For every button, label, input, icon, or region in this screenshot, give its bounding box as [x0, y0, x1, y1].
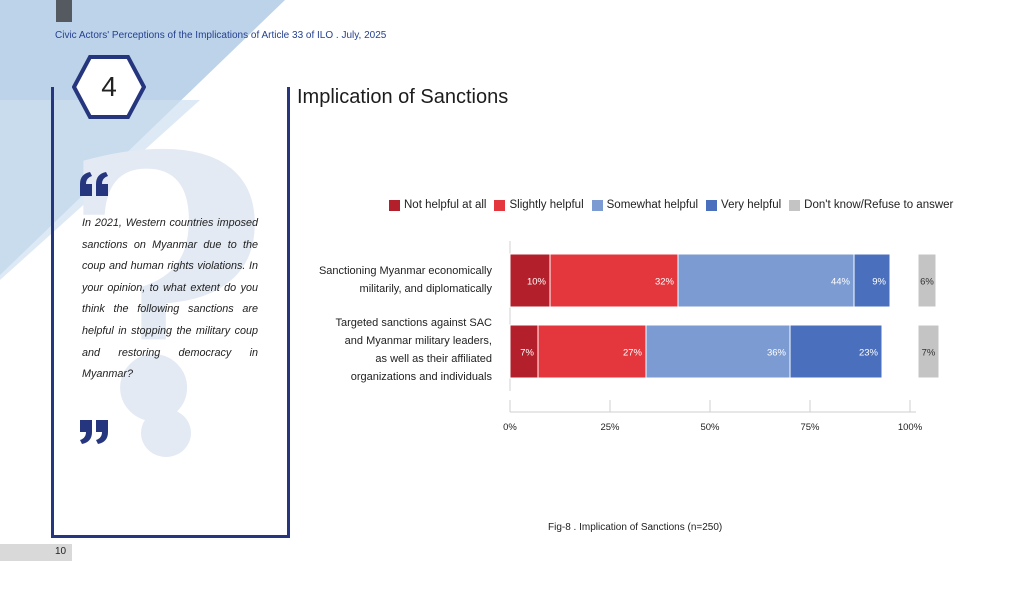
bar-data-label: 10%	[527, 277, 547, 288]
page-number-bar	[0, 544, 72, 561]
bar-segment	[789, 324, 883, 379]
top-tab-marker	[56, 0, 72, 22]
figure-caption: Fig-8 . Implication of Sanctions (n=250)	[548, 522, 723, 533]
legend-label: Somewhat helpful	[606, 199, 699, 211]
bar-data-label: 7%	[922, 348, 936, 359]
bar-segment	[509, 253, 551, 308]
bar-segment	[853, 253, 891, 308]
bar-data-label: 9%	[872, 277, 886, 288]
bar-data-label: 7%	[520, 348, 534, 359]
legend-item: Not helpful at all	[389, 199, 486, 211]
legend-swatch	[389, 199, 400, 211]
category-label-line: Sanctioning Myanmar economically	[318, 265, 492, 277]
legend-item: Somewhat helpful	[591, 199, 699, 211]
category-label-line: militarily, and diplomatically	[359, 283, 492, 295]
category-label-line: organizations and individuals	[350, 371, 492, 383]
bar-segment	[537, 324, 647, 379]
bar-data-label: 6%	[920, 277, 934, 288]
bar-data-label: 44%	[831, 277, 851, 288]
bar-segment	[549, 253, 679, 308]
legend-swatch	[789, 199, 801, 211]
legend-swatch	[706, 199, 718, 211]
running-header: Civic Actors' Perceptions of the Implica…	[55, 30, 387, 41]
bar-segment	[645, 324, 791, 379]
legend-swatch	[591, 199, 603, 211]
section-number-badge: 4	[71, 55, 147, 119]
legend-label: Don't know/Refuse to answer	[804, 199, 954, 211]
page-number: 10	[55, 546, 67, 557]
open-quote-icon	[80, 172, 108, 196]
bar-segment	[917, 324, 940, 379]
bar-data-label: 32%	[655, 277, 675, 288]
section-number: 4	[101, 71, 117, 102]
x-tick-label: 100%	[898, 422, 923, 433]
category-label-line: Targeted sanctions against SAC	[335, 317, 492, 329]
legend-label: Slightly helpful	[509, 199, 584, 211]
category-label-line: as well as their affiliated	[375, 353, 492, 365]
category-label-line: and Myanmar military leaders,	[344, 335, 492, 347]
bar-segment	[917, 253, 937, 308]
x-tick-label: 0%	[503, 422, 517, 433]
page-title: Implication of Sanctions	[297, 86, 509, 108]
legend-swatch	[494, 199, 506, 211]
legend-item: Slightly helpful	[494, 199, 584, 211]
question-text: In 2021, Western countries imposed sanct…	[82, 217, 258, 381]
bar-data-label: 27%	[623, 348, 643, 359]
legend-item: Don't know/Refuse to answer	[789, 199, 953, 211]
category-label: Targeted sanctions against SAC and Myanma…	[292, 314, 492, 386]
question-mark-dot-icon	[141, 409, 191, 457]
legend-item: Very helpful	[706, 199, 781, 211]
quote-frame	[51, 87, 290, 538]
legend-label: Very helpful	[721, 199, 782, 211]
x-tick-label: 75%	[800, 422, 820, 433]
hexagon-icon	[71, 55, 147, 119]
bar-segment	[677, 253, 855, 308]
x-tick-label: 25%	[600, 422, 620, 433]
bar-segment	[509, 324, 539, 379]
legend-label: Not helpful at all	[404, 199, 487, 211]
chart-legend: Not helpful at all Slightly helpful Somewh…	[389, 199, 961, 211]
x-tick-label: 50%	[700, 422, 720, 433]
bar-data-label: 23%	[859, 348, 879, 359]
category-label: Sanctioning Myanmar economically militari…	[292, 262, 492, 298]
close-quote-icon	[80, 420, 108, 444]
bar-data-label: 36%	[767, 348, 787, 359]
